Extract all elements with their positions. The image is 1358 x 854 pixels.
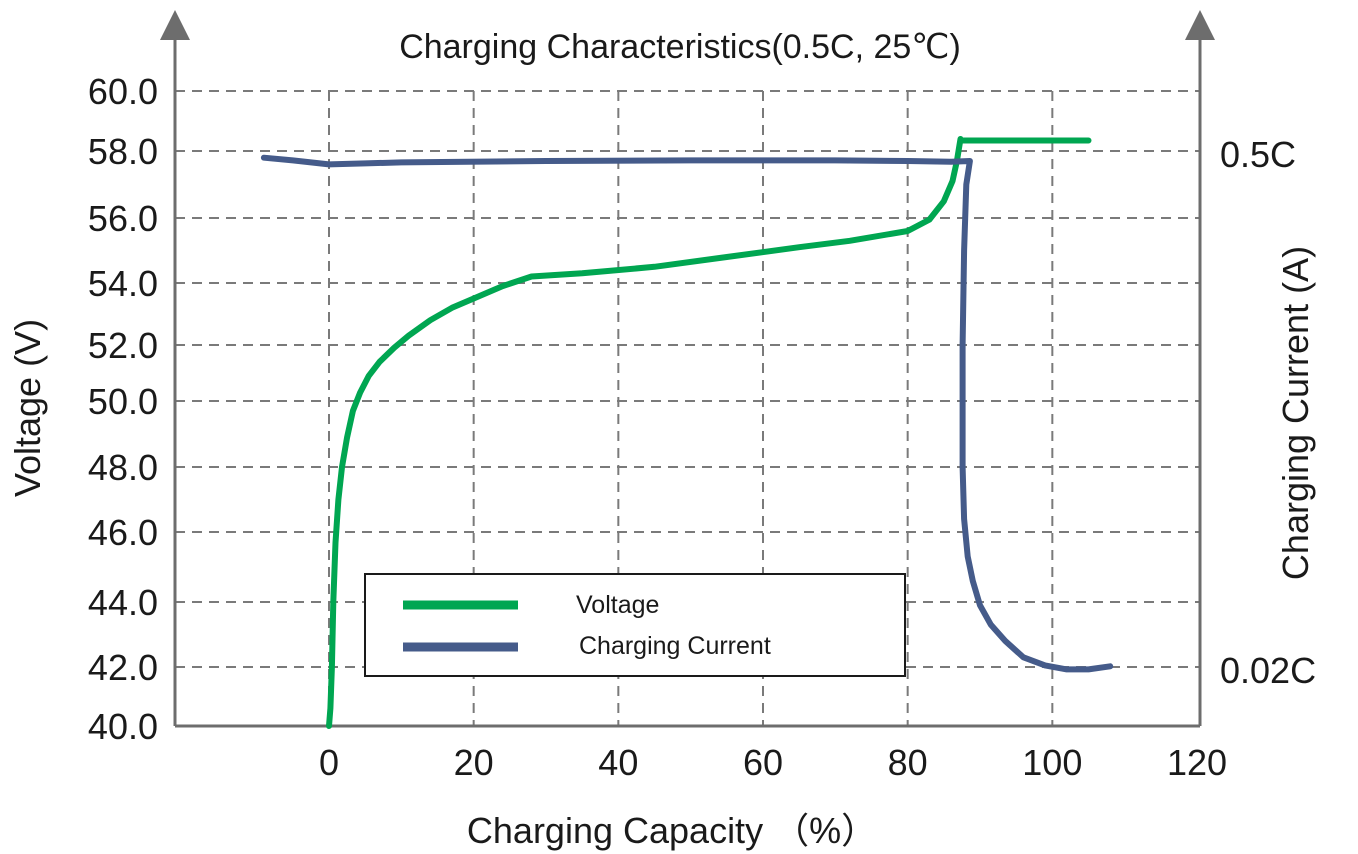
legend-box xyxy=(364,573,906,677)
y-tick-label: 50.0 xyxy=(88,381,158,422)
y-tick-label: 56.0 xyxy=(88,198,158,239)
y-tick-label: 54.0 xyxy=(88,263,158,304)
series-line-charging-current xyxy=(260,154,1114,673)
chart-title: Charging Characteristics(0.5C, 25℃) xyxy=(399,28,961,66)
y2-axis-label: Charging Current (A) xyxy=(1275,246,1316,580)
x-tick-label: 100 xyxy=(1022,742,1082,783)
legend-label-voltage: Voltage xyxy=(576,591,659,619)
y-tick-label: 42.0 xyxy=(88,647,158,688)
right-tick-labels: 0.5C 0.02C xyxy=(1220,134,1316,691)
legend-label-charging-current: Charging Current xyxy=(579,632,771,660)
y-tick-label: 58.0 xyxy=(88,131,158,172)
x-tick-label: 80 xyxy=(888,742,928,783)
y2-tick-label: 0.02C xyxy=(1220,650,1316,691)
x-tick-label: 0 xyxy=(319,742,339,783)
y-tick-label: 46.0 xyxy=(88,512,158,553)
legend: Voltage Charging Current xyxy=(364,573,906,677)
x-tick-label: 40 xyxy=(598,742,638,783)
y-tick-label: 48.0 xyxy=(88,447,158,488)
y-tick-label: 52.0 xyxy=(88,325,158,366)
y2-tick-label: 0.5C xyxy=(1220,134,1296,175)
x-tick-label: 20 xyxy=(454,742,494,783)
y-tick-label: 60.0 xyxy=(88,71,158,112)
y-axis-label: Voltage (V) xyxy=(7,319,48,497)
x-axis-label: Charging Capacity （%） xyxy=(467,810,877,851)
y-tick-labels: 40.0 42.0 44.0 46.0 48.0 50.0 52.0 54.0 56.0 58.0… xyxy=(88,71,158,747)
axes xyxy=(160,10,1215,728)
y-tick-label: 40.0 xyxy=(88,706,158,747)
series-line-voltage xyxy=(326,136,1092,729)
x-tick-label: 120 xyxy=(1167,742,1227,783)
x-tick-labels: 0 20 40 60 80 100 120 xyxy=(319,742,1227,783)
right-axis-arrow-icon xyxy=(1185,10,1215,40)
series-layer xyxy=(260,136,1114,729)
x-tick-label: 60 xyxy=(743,742,783,783)
left-axis-arrow-icon xyxy=(160,10,190,40)
y-tick-label: 44.0 xyxy=(88,582,158,623)
